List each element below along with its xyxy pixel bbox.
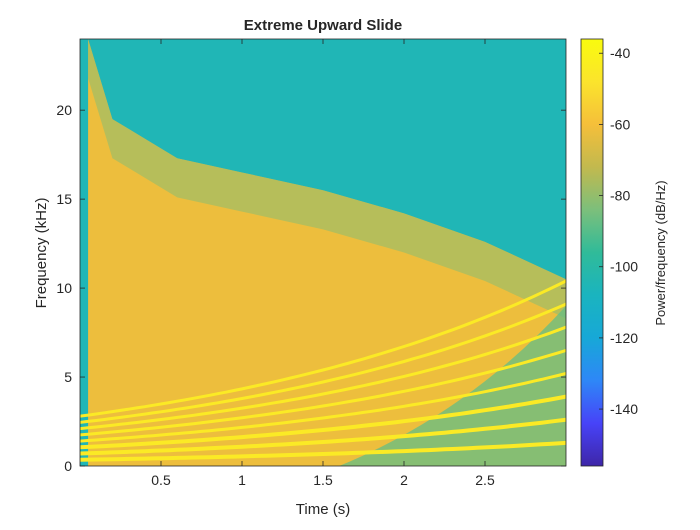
y-tick-label: 0 [64, 458, 72, 474]
colorbar-gradient [580, 38, 604, 467]
colorbar-tick-label: -140 [610, 401, 638, 417]
spectrogram-heat [80, 39, 566, 466]
harmonic-ridge-7 [80, 302, 566, 424]
colorbar-tick-label: -60 [610, 116, 630, 132]
harmonic-ridge-4 [80, 372, 566, 443]
harmonic-ridge-5 [80, 348, 566, 437]
y-axis: 0 5 10 15 20 [56, 102, 566, 474]
y-axis-label: Frequency (kHz) [33, 198, 50, 309]
transition-band [88, 39, 566, 319]
harmonic-ridge-2 [80, 417, 566, 456]
colorbar-label: Power/frequency (dB/Hz) [653, 180, 668, 325]
spectrogram-plot-area [79, 38, 567, 467]
colorbar-ticks: -40 -60 -80 -100 -120 -140 [599, 45, 638, 417]
x-tick-label: 1.5 [313, 472, 333, 488]
x-axis-label: Time (s) [296, 501, 350, 518]
harmonic-ridge-1 [80, 440, 566, 462]
harmonic-energy-region [88, 39, 566, 466]
harmonic-ridge-6 [80, 325, 566, 431]
x-tick-label: 1 [238, 472, 246, 488]
x-axis: 0.5 1 1.5 2 2.5 [151, 39, 495, 488]
harmonic-ridge-3 [80, 394, 566, 450]
y-tick-label: 10 [56, 280, 72, 296]
colorbar-tick-label: -120 [610, 330, 638, 346]
chart-title: Extreme Upward Slide [244, 17, 402, 34]
y-tick-label: 15 [56, 191, 72, 207]
harmonic-ridge-8 [80, 279, 566, 418]
colorbar-tick-label: -100 [610, 259, 638, 275]
y-tick-label: 5 [64, 369, 72, 385]
x-tick-label: 2 [400, 472, 408, 488]
colorbar-tick-label: -80 [610, 188, 630, 204]
colorbar-tick-label: -40 [610, 45, 630, 61]
y-tick-label: 20 [56, 102, 72, 118]
colorbar: -40 -60 -80 -100 -120 -140 Power/frequency (d… [580, 38, 668, 467]
x-tick-label: 0.5 [151, 472, 171, 488]
x-tick-label: 2.5 [475, 472, 495, 488]
